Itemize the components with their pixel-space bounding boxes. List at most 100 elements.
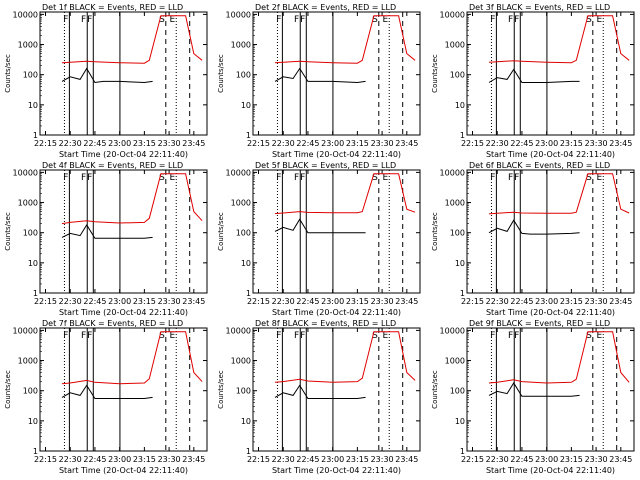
x-axis-label: Start Time (20-Oct-04 22:11:40): [272, 466, 401, 475]
x-tick-label: 23:15: [560, 139, 583, 148]
marker-label: F: [63, 15, 68, 25]
y-tick-label: 10000: [440, 326, 465, 335]
x-tick-label: 23:15: [560, 297, 583, 306]
marker-label: E: [383, 173, 389, 183]
y-tick-label: 1000: [18, 199, 38, 208]
x-tick-label: 22:30: [59, 297, 82, 306]
x-axis-label: Start Time (20-Oct-04 22:11:40): [486, 308, 615, 317]
x-tick-label: 23:30: [158, 139, 181, 148]
x-tick-label: 23:30: [371, 455, 394, 464]
y-tick-label: 1000: [18, 41, 38, 50]
y-tick-label: 1000: [445, 357, 465, 366]
y-tick-label: 100: [236, 387, 251, 396]
detector-panel-1: Det 1f BLACK = Events, RED = LLD Counts/s…: [4, 3, 208, 159]
marker-label: F: [81, 173, 86, 183]
x-tick-label: 22:15: [247, 139, 270, 148]
marker-label: F: [63, 173, 68, 183]
x-axis-label: Start Time (20-Oct-04 22:11:40): [59, 466, 188, 475]
x-tick-label: 22:45: [83, 139, 106, 148]
panel-title: Det 4f BLACK = Events, RED = LLD: [42, 161, 183, 170]
y-tick-label: 1000: [231, 199, 251, 208]
x-tick-label: 22:45: [296, 297, 319, 306]
series-line-lld: [488, 15, 630, 64]
x-tick-label: 23:00: [535, 455, 558, 464]
y-tick-label: 10000: [226, 10, 251, 19]
y-axis-label: Counts/sec: [431, 370, 439, 409]
detector-panel-4: Det 4f BLACK = Events, RED = LLD Counts/s…: [4, 161, 208, 317]
marker-label: E: [597, 15, 603, 25]
marker-label: F: [63, 331, 68, 341]
y-tick-label: 10: [455, 259, 465, 268]
y-tick-label: 10: [455, 417, 465, 426]
x-tick-label: 22:45: [83, 297, 106, 306]
x-tick-label: 23:45: [182, 139, 205, 148]
y-axis-label: Counts/sec: [4, 370, 12, 409]
x-axis-label: Start Time (20-Oct-04 22:11:40): [486, 150, 615, 159]
series-line-lld: [274, 331, 416, 383]
marker-label: E: [170, 15, 176, 25]
x-tick-label: 22:45: [83, 455, 106, 464]
x-tick-label: 22:15: [461, 297, 484, 306]
marker-label: E: [170, 173, 176, 183]
series-line-events: [61, 384, 153, 399]
x-tick-label: 23:30: [158, 455, 181, 464]
marker-label: E: [170, 331, 176, 341]
y-axis-label: Counts/sec: [217, 370, 225, 409]
series-line-events: [274, 218, 366, 234]
marker-label: F: [294, 173, 299, 183]
x-tick-label: 23:15: [346, 455, 369, 464]
marker-label: F: [81, 331, 86, 341]
x-tick-label: 23:00: [535, 297, 558, 306]
y-axis-label: Counts/sec: [217, 54, 225, 93]
marker-label: F: [490, 15, 495, 25]
marker-label: F: [490, 173, 495, 183]
x-tick-label: 23:00: [321, 455, 344, 464]
y-tick-label: 1: [33, 447, 38, 456]
x-tick-label: 23:00: [321, 297, 344, 306]
x-tick-label: 22:30: [59, 455, 82, 464]
marker-label: F: [87, 173, 92, 183]
plot-frame: [466, 169, 635, 294]
series-line-events: [61, 224, 153, 239]
panel-title: Det 5f BLACK = Events, RED = LLD: [255, 161, 396, 170]
x-tick-label: 23:30: [371, 297, 394, 306]
series-line-events: [61, 67, 153, 84]
y-tick-label: 100: [236, 71, 251, 80]
marker-label: F: [514, 331, 519, 341]
y-tick-label: 10000: [226, 326, 251, 335]
y-tick-label: 10000: [440, 10, 465, 19]
x-tick-label: 22:45: [510, 297, 533, 306]
x-tick-label: 22:30: [486, 297, 509, 306]
x-tick-label: 22:30: [486, 455, 509, 464]
x-tick-label: 23:15: [346, 139, 369, 148]
marker-label: F: [276, 173, 281, 183]
detector-panel-9: Det 9f BLACK = Events, RED = LLD Counts/s…: [431, 319, 635, 475]
panel-title: Det 7f BLACK = Events, RED = LLD: [42, 319, 183, 328]
marker-label: F: [87, 331, 92, 341]
y-axis-label: Counts/sec: [217, 212, 225, 251]
marker-label: F: [294, 331, 299, 341]
series-line-events: [488, 382, 580, 397]
detector-panel-2: Det 2f BLACK = Events, RED = LLD Counts/s…: [217, 3, 421, 159]
plot-frame: [252, 11, 421, 136]
y-tick-label: 1000: [445, 41, 465, 50]
y-axis-label: Counts/sec: [4, 212, 12, 251]
x-tick-label: 23:30: [585, 297, 608, 306]
marker-label: S: [372, 173, 378, 183]
y-tick-label: 10: [455, 101, 465, 110]
series-line-events: [274, 384, 366, 399]
x-tick-label: 22:15: [461, 139, 484, 148]
y-tick-label: 10: [28, 259, 38, 268]
series-line-events: [274, 67, 366, 84]
y-tick-label: 10: [28, 417, 38, 426]
series-line-lld: [274, 173, 416, 215]
marker-label: E: [597, 173, 603, 183]
x-axis-label: Start Time (20-Oct-04 22:11:40): [486, 466, 615, 475]
y-tick-label: 1000: [231, 357, 251, 366]
x-tick-label: 22:15: [247, 455, 270, 464]
x-tick-label: 23:45: [609, 139, 632, 148]
x-tick-label: 22:15: [34, 139, 57, 148]
marker-label: F: [508, 173, 513, 183]
detector-panel-7: Det 7f BLACK = Events, RED = LLD Counts/s…: [4, 319, 208, 475]
